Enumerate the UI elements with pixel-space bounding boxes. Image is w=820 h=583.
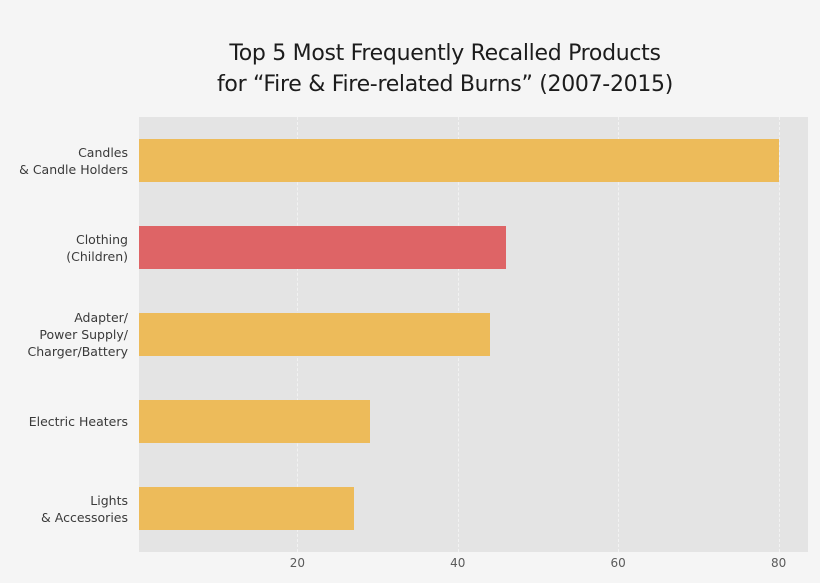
x-tick-label: 60 <box>610 556 626 570</box>
bar <box>139 313 490 356</box>
bar <box>139 487 354 530</box>
category-label: Electric Heaters <box>28 414 128 429</box>
category-label: Adapter/ Power Supply/ Charger/Battery <box>27 310 128 359</box>
category-label: Clothing (Children) <box>66 231 128 264</box>
category-label: Candles & Candle Holders <box>19 144 128 177</box>
bar <box>139 400 370 443</box>
category-label: Lights & Accessories <box>41 492 128 525</box>
bar <box>139 226 506 269</box>
chart-title: Top 5 Most Frequently Recalled Products … <box>0 38 820 100</box>
gridline-60 <box>618 117 620 552</box>
x-tick-label: 20 <box>289 556 306 570</box>
x-tick-label: 40 <box>450 556 466 570</box>
bar <box>139 139 779 182</box>
x-tick-label: 80 <box>770 556 787 570</box>
chart-title-line-1: Top 5 Most Frequently Recalled Products <box>229 41 661 66</box>
chart-title-line-2: for “Fire & Fire-related Burns” (2007-20… <box>216 72 674 97</box>
gridline-80 <box>778 117 780 552</box>
plot-area <box>139 117 808 552</box>
